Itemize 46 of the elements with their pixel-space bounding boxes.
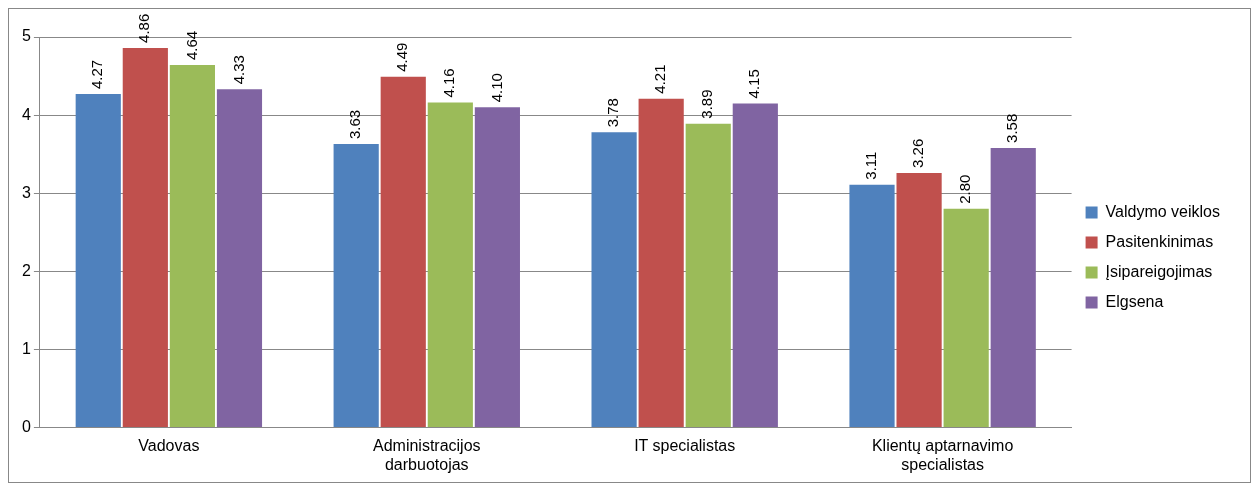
data-label: 4.33 bbox=[229, 55, 247, 85]
bar bbox=[122, 47, 168, 428]
bar bbox=[427, 102, 473, 428]
data-label: 4.27 bbox=[88, 59, 106, 90]
x-tick-label: IT specialistas bbox=[634, 436, 736, 454]
data-label: 2.80 bbox=[956, 174, 974, 204]
y-tick-label: 3 bbox=[21, 183, 31, 201]
data-label: 3.11 bbox=[862, 151, 880, 180]
data-label: 4.86 bbox=[135, 13, 153, 43]
bar bbox=[591, 132, 637, 428]
y-tick-label: 1 bbox=[21, 339, 31, 357]
legend-label: Valdymo veiklos bbox=[1105, 202, 1221, 220]
y-tick-label: 4 bbox=[21, 105, 31, 123]
bar bbox=[990, 147, 1036, 428]
bar bbox=[333, 144, 379, 428]
data-label: 4.10 bbox=[487, 73, 505, 103]
y-tick-label: 2 bbox=[21, 261, 31, 279]
legend-label: Elgsena bbox=[1105, 292, 1164, 310]
bar bbox=[943, 208, 989, 428]
data-label: 4.64 bbox=[182, 30, 200, 61]
bar bbox=[169, 65, 215, 428]
bar bbox=[896, 172, 942, 428]
bar bbox=[474, 107, 520, 428]
bar bbox=[216, 89, 263, 428]
bar bbox=[685, 123, 731, 428]
data-label: 3.58 bbox=[1003, 113, 1021, 143]
y-tick-label: 5 bbox=[21, 27, 31, 45]
data-label: 3.89 bbox=[698, 89, 716, 119]
data-label: 3.26 bbox=[909, 138, 927, 168]
x-tick-label: Administracijos darbuotojas bbox=[372, 436, 481, 473]
x-tick-label: Klientų aptarnavimo specialistas bbox=[871, 436, 1014, 473]
data-label: 4.21 bbox=[651, 64, 669, 94]
data-label: 4.49 bbox=[393, 42, 411, 72]
data-label: 4.16 bbox=[440, 68, 458, 98]
bar bbox=[849, 184, 895, 428]
x-tick-label: Vadovas bbox=[138, 436, 200, 454]
bar bbox=[638, 98, 684, 428]
y-tick-label: 0 bbox=[21, 418, 31, 436]
bar bbox=[732, 103, 778, 428]
legend-label: Įsipareigojimas bbox=[1105, 262, 1213, 280]
bar bbox=[380, 76, 426, 428]
data-label: 3.63 bbox=[346, 109, 364, 140]
bar bbox=[75, 94, 121, 428]
legend-label: Pasitenkinimas bbox=[1105, 232, 1214, 250]
data-label: 3.78 bbox=[604, 98, 622, 128]
data-label: 4.15 bbox=[745, 69, 763, 99]
